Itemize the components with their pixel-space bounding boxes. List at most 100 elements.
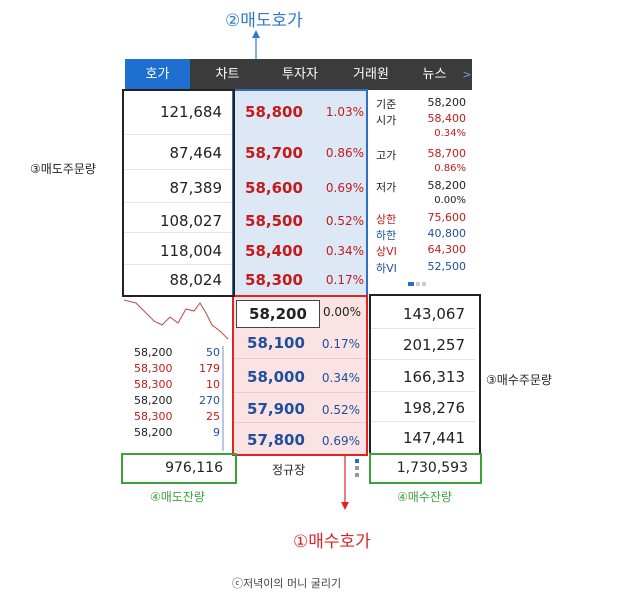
sell-volume: 87,464 bbox=[169, 144, 223, 162]
sell-price: 58,700 bbox=[245, 144, 303, 162]
table-row[interactable]: 88,024 58,300 0.17% bbox=[124, 265, 369, 295]
sell-price: 58,500 bbox=[245, 212, 303, 230]
session-label: 정규장 bbox=[272, 463, 306, 477]
buy-order-qty-annotation: ③매수주문량 bbox=[486, 373, 552, 387]
tick-scrollbar[interactable] bbox=[222, 346, 224, 451]
sell-volume-highlight bbox=[122, 89, 235, 297]
tick-qty: 10 bbox=[206, 378, 220, 391]
sell-order-qty-annotation: ③매도주문량 bbox=[30, 162, 96, 176]
tick-price: 58,200 bbox=[134, 394, 173, 407]
sell-price: 58,800 bbox=[245, 103, 303, 121]
buy-remaining-total: 1,730,593 bbox=[371, 455, 476, 476]
tab-quote[interactable]: 호가 bbox=[125, 59, 190, 90]
buy-volume: 147,441 bbox=[402, 429, 465, 447]
row-divider bbox=[371, 359, 475, 360]
sell-remaining-value: 976,116 bbox=[165, 460, 223, 476]
row-divider bbox=[234, 422, 368, 423]
tick-price: 58,300 bbox=[134, 410, 173, 423]
tick-price: 58,300 bbox=[134, 378, 173, 391]
info-value: 64,300 bbox=[427, 243, 467, 256]
page-dot-active bbox=[408, 282, 414, 286]
sell-volume: 87,389 bbox=[169, 179, 223, 197]
info-value: 75,600 bbox=[427, 211, 467, 224]
buy-price[interactable]: 58,000 bbox=[247, 368, 305, 386]
tab-broker[interactable]: 거래원 bbox=[353, 67, 389, 82]
table-row[interactable]: 87,389 58,600 0.69% bbox=[124, 170, 369, 203]
buy-price-rows: 58,100 0.17% 58,000 0.34% 57,900 0.52% 5… bbox=[234, 330, 368, 450]
tab-chart[interactable]: 차트 bbox=[215, 67, 240, 82]
info-label: 하VI bbox=[376, 262, 397, 275]
tick-qty: 50 bbox=[206, 346, 220, 359]
row-divider bbox=[124, 264, 369, 265]
buy-change-pct: 0.69% bbox=[321, 434, 360, 448]
current-price: 58,200 bbox=[249, 305, 307, 323]
buy-remaining-highlight bbox=[369, 453, 482, 484]
sell-price: 58,300 bbox=[245, 271, 303, 289]
row-divider bbox=[124, 169, 369, 170]
sell-quote-annotation: ②매도호가 bbox=[225, 11, 303, 31]
row-divider bbox=[124, 134, 369, 135]
sell-volume: 108,027 bbox=[159, 212, 222, 230]
table-row[interactable]: 87,464 58,700 0.86% bbox=[124, 135, 369, 168]
info-sub: 0.34% bbox=[434, 128, 466, 139]
info-label: 하한 bbox=[376, 229, 397, 242]
trade-tick-list: 58,200 50 58,300 179 58,300 10 58,200 27… bbox=[134, 346, 224, 451]
buy-remaining-annotation: ④매수잔량 bbox=[397, 490, 452, 504]
tab-investor[interactable]: 투자자 bbox=[282, 67, 318, 82]
tick-qty: 270 bbox=[199, 394, 220, 407]
buy-volume: 166,313 bbox=[402, 368, 465, 386]
sell-remaining-total: 976,116 bbox=[123, 455, 231, 476]
sell-quote-highlight bbox=[232, 89, 368, 297]
buy-change-pct: 0.52% bbox=[321, 403, 360, 417]
info-sub: 0.86% bbox=[434, 163, 466, 174]
current-change-pct: 0.00% bbox=[322, 305, 362, 319]
info-label: 저가 bbox=[376, 181, 397, 194]
more-menu-dot bbox=[355, 473, 359, 477]
table-row[interactable]: 121,684 58,800 1.03% bbox=[124, 94, 369, 127]
credit-text: ⓒ저녁이의 머니 굴리기 bbox=[232, 577, 342, 590]
arrow-down-icon bbox=[341, 454, 349, 510]
tick-price: 58,200 bbox=[134, 426, 173, 439]
buy-price[interactable]: 57,900 bbox=[247, 400, 305, 418]
buy-volume: 143,067 bbox=[402, 305, 465, 323]
row-divider bbox=[234, 392, 368, 393]
info-label: 기준 bbox=[376, 98, 397, 111]
info-label: 상한 bbox=[376, 213, 397, 226]
tick-price: 58,200 bbox=[134, 346, 173, 359]
buy-price[interactable]: 57,800 bbox=[247, 431, 305, 449]
buy-price[interactable]: 58,100 bbox=[247, 334, 305, 352]
price-info-panel: 기준 58,200 시가 58,400 0.34% 고가 58,700 0.86… bbox=[374, 92, 470, 292]
buy-volume-highlight bbox=[369, 294, 481, 455]
sell-change-pct: 1.03% bbox=[325, 105, 364, 119]
sell-remaining-annotation: ④매도잔량 bbox=[150, 490, 205, 504]
sell-remaining-highlight bbox=[121, 453, 237, 484]
sell-volume: 88,024 bbox=[169, 271, 223, 289]
info-value: 58,200 bbox=[427, 96, 467, 109]
tick-qty: 9 bbox=[213, 426, 220, 439]
buy-quote-annotation: ①매수호가 bbox=[293, 532, 371, 552]
info-label: 시가 bbox=[376, 114, 397, 127]
tab-bar: 호가 차트 투자자 거래원 뉴스 > bbox=[125, 59, 472, 90]
info-value: 52,500 bbox=[427, 260, 467, 273]
sell-change-pct: 0.86% bbox=[325, 146, 364, 160]
buy-remaining-value: 1,730,593 bbox=[396, 460, 468, 476]
arrow-up-icon bbox=[252, 30, 260, 60]
sell-quote-zone bbox=[234, 90, 368, 295]
current-price-box[interactable]: 58,200 bbox=[236, 300, 320, 328]
row-divider bbox=[234, 358, 368, 359]
buy-volume: 201,257 bbox=[402, 336, 465, 354]
table-row[interactable]: 118,004 58,400 0.34% bbox=[124, 233, 369, 266]
info-value: 58,400 bbox=[427, 112, 467, 125]
table-row[interactable]: 108,027 58,500 0.52% bbox=[124, 203, 369, 236]
more-menu-icon[interactable] bbox=[355, 459, 359, 463]
info-label: 고가 bbox=[376, 149, 397, 162]
chevron-right-icon[interactable]: > bbox=[462, 68, 472, 81]
tick-qty: 179 bbox=[199, 362, 220, 375]
sell-price: 58,600 bbox=[245, 179, 303, 197]
sell-change-pct: 0.34% bbox=[325, 244, 364, 258]
sell-change-pct: 0.52% bbox=[325, 214, 364, 228]
page-dot bbox=[422, 282, 426, 286]
tab-news[interactable]: 뉴스 bbox=[422, 67, 447, 82]
info-value: 40,800 bbox=[427, 227, 467, 240]
buy-change-pct: 0.34% bbox=[321, 371, 360, 385]
